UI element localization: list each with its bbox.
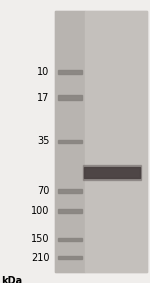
Text: 35: 35 — [37, 136, 50, 147]
Bar — [58, 70, 82, 74]
Text: 150: 150 — [31, 234, 50, 244]
Bar — [58, 189, 82, 193]
Bar — [82, 165, 141, 181]
Bar — [84, 167, 140, 178]
Bar — [58, 256, 82, 259]
Bar — [58, 140, 82, 143]
Text: kDa: kDa — [2, 276, 23, 283]
Bar — [58, 238, 82, 241]
Text: 17: 17 — [37, 93, 50, 103]
Bar — [85, 11, 147, 272]
Bar — [58, 209, 82, 213]
Text: 10: 10 — [37, 67, 50, 77]
Text: 100: 100 — [31, 206, 50, 216]
Text: 210: 210 — [31, 252, 50, 263]
Text: 70: 70 — [37, 186, 50, 196]
Bar — [55, 11, 147, 272]
Bar — [55, 11, 85, 272]
Bar — [58, 95, 82, 100]
